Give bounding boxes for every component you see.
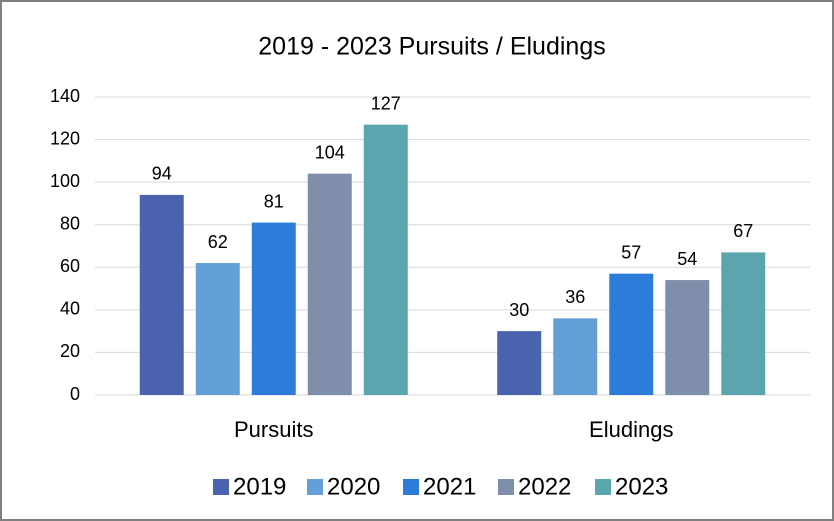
bar (609, 273, 654, 395)
x-tick-label: Eludings (589, 417, 673, 442)
bar (307, 173, 352, 395)
legend-label: 2020 (327, 473, 380, 500)
chart-title: 2019 - 2023 Pursuits / Eludings (258, 33, 605, 61)
legend-label: 2021 (423, 473, 476, 500)
data-label: 104 (315, 142, 345, 162)
bar (363, 124, 408, 396)
y-tick-label: 0 (70, 384, 80, 404)
bar (251, 222, 296, 395)
y-tick-label: 140 (50, 86, 80, 106)
y-tick-label: 40 (60, 299, 80, 319)
y-tick-label: 60 (60, 256, 80, 276)
data-label: 30 (509, 300, 529, 320)
data-label: 57 (621, 242, 641, 262)
legend-swatch (595, 479, 611, 495)
data-label: 54 (677, 249, 697, 269)
bar (139, 194, 184, 395)
legend-swatch (213, 479, 229, 495)
legend-swatch (403, 479, 419, 495)
bar (721, 252, 766, 395)
y-tick-label: 100 (50, 171, 80, 191)
legend-label: 2023 (615, 473, 668, 500)
data-label: 36 (565, 287, 585, 307)
bar (195, 263, 240, 395)
data-label: 81 (264, 191, 284, 211)
legend-swatch (307, 479, 323, 495)
bar (497, 331, 542, 395)
y-tick-label: 20 (60, 341, 80, 361)
legend-swatch (498, 479, 514, 495)
data-label: 94 (152, 164, 172, 184)
data-label: 127 (371, 93, 401, 113)
bar (553, 318, 598, 395)
data-label: 62 (208, 232, 228, 252)
y-tick-label: 80 (60, 213, 80, 233)
bar (665, 280, 710, 395)
legend-label: 2019 (233, 473, 286, 500)
data-label: 67 (733, 221, 753, 241)
legend-label: 2022 (518, 473, 571, 500)
x-tick-label: Pursuits (234, 417, 313, 442)
y-tick-label: 120 (50, 128, 80, 148)
